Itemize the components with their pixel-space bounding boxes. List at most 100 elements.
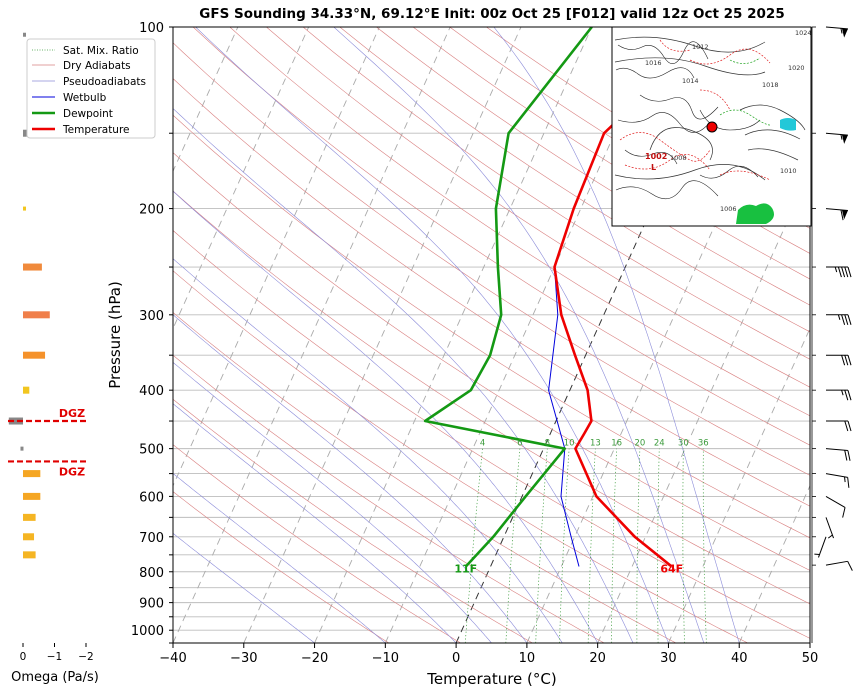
inset-map-low-value: 1002 — [645, 152, 667, 161]
dry-adiabat-line — [173, 398, 533, 643]
axes: −40 −30 −20 −10 0 10 20 30 40 5010020030040050060… — [131, 21, 818, 666]
mixing-ratio-label: 6 — [517, 439, 522, 449]
mixing-ratio-line — [587, 448, 596, 643]
pseudoadiabat-line — [173, 473, 386, 643]
inset-map-temperature-contours — [619, 39, 771, 181]
legend: Sat. Mix. Ratio Dry Adiabats Pseudoadiab… — [26, 38, 156, 139]
zero-isotherm — [455, 27, 734, 643]
wind-barb-flag — [847, 314, 852, 325]
omega-bar — [20, 446, 24, 451]
wind-barb-flag — [837, 266, 842, 278]
omega-bar — [23, 129, 27, 137]
profile-lines — [423, 27, 717, 568]
dry-adiabat-line — [192, 27, 810, 446]
wind-barb-half-flag — [841, 390, 844, 396]
wind-barb — [826, 420, 852, 432]
wind-barb-half-flag — [827, 534, 833, 539]
inset-map-isobar-label: 1006 — [720, 205, 737, 213]
y-tick-label: 900 — [139, 597, 164, 612]
wind-barb — [826, 389, 852, 401]
omega-bar — [8, 417, 23, 425]
pseudoadiabat-line — [333, 27, 705, 643]
wind-barb-flag — [847, 355, 852, 366]
wind-barb-flag — [844, 420, 849, 432]
isotherm-gridline — [738, 484, 810, 643]
mixing-ratio-line — [611, 448, 617, 643]
x-tick-label: 0 — [452, 651, 460, 666]
legend-dewpoint-label: Dewpoint — [63, 108, 113, 120]
legend-mixing-ratio-label: Sat. Mix. Ratio — [63, 45, 139, 57]
wind-barb-staff — [818, 536, 827, 558]
isotherm-gridline — [314, 27, 593, 643]
x-tick-label: −20 — [301, 651, 328, 666]
omega-bar — [23, 513, 36, 521]
isotherm-gridline — [173, 27, 451, 643]
wind-barb-half-flag — [844, 476, 846, 483]
wind-barb-staff — [825, 132, 848, 136]
dry-adiabat-line — [173, 312, 677, 643]
omega-bar — [23, 311, 50, 319]
wind-barb-staff — [825, 473, 848, 478]
dry-adiabat-line — [173, 230, 810, 639]
x-tick-label: 20 — [589, 651, 606, 666]
inset-map-isobar-label: 1024 — [795, 29, 812, 37]
wind-barb-staff — [825, 26, 848, 30]
isotherm-gridline — [809, 641, 810, 643]
mixing-ratio-line — [559, 448, 570, 643]
x-tick-label: 40 — [731, 651, 748, 666]
wind-barb — [825, 132, 848, 144]
omega-bar — [23, 533, 35, 541]
omega-panel: DGZ DGZ 0 −1 −2 — [8, 32, 94, 663]
mixing-ratio-line — [535, 448, 548, 643]
inset-map-location-marker — [706, 121, 718, 133]
wind-barb-flag — [844, 314, 849, 325]
omega-bar — [23, 263, 42, 271]
inset-map-isobar-label: 1020 — [788, 64, 805, 72]
wind-barb — [825, 473, 850, 488]
wind-barb-flag — [847, 561, 853, 571]
inset-map-low-marker: L — [651, 163, 656, 172]
inset-map-isobar-label: 1018 — [762, 81, 779, 89]
legend-dry-adiabats-label: Dry Adiabats — [63, 60, 131, 72]
legend-pseudoadiabats-label: Pseudoadiabats — [63, 76, 146, 88]
pseudoadiabat-line — [173, 108, 634, 643]
wind-barb-half-flag — [834, 266, 838, 273]
wind-barb-flag — [844, 355, 849, 366]
wind-barb-flag — [844, 450, 848, 461]
wind-barb — [814, 536, 827, 558]
wind-barb-pennant — [841, 209, 848, 220]
mixing-ratio-label: 30 — [678, 439, 689, 449]
omega-bar — [23, 206, 26, 211]
x-tick-label: 50 — [802, 651, 819, 666]
dewpoint-profile — [423, 27, 593, 568]
omega-tick-label: −2 — [78, 651, 93, 663]
y-tick-label: 600 — [139, 490, 164, 505]
dry-adiabat-line — [173, 78, 810, 507]
wind-barb-half-flag — [814, 553, 820, 555]
wind-barbs — [812, 26, 853, 571]
x-tick-label: −10 — [372, 651, 399, 666]
mixing-ratio-line — [702, 448, 707, 643]
dry-adiabat-line — [173, 354, 605, 643]
wind-barb-staff — [825, 560, 848, 566]
mixing-ratio-label: 16 — [611, 439, 622, 449]
wind-barb-flag — [842, 507, 846, 518]
dry-adiabat-line — [173, 42, 810, 476]
omega-bar — [23, 470, 41, 478]
wind-barb-half-flag — [840, 28, 843, 34]
legend-box — [26, 38, 156, 139]
wind-barb — [826, 266, 852, 278]
omega-tick-label: −1 — [47, 651, 62, 663]
pseudoadiabat-line — [173, 403, 457, 643]
chart-title: GFS Sounding 34.33°N, 69.12°E Init: 00z … — [199, 6, 784, 22]
omega-tick-label: 0 — [20, 651, 27, 663]
y-tick-label: 400 — [139, 384, 164, 399]
wind-barb-flag — [841, 355, 846, 366]
inset-map-coastlines — [615, 41, 761, 200]
dry-adiabat-line — [173, 270, 748, 643]
wind-barb-flag — [847, 420, 852, 432]
wind-barb — [825, 448, 851, 461]
inset-map-isobar-label: 1010 — [780, 167, 797, 175]
temperature-profile — [553, 27, 717, 568]
pseudoadiabat-line — [493, 27, 740, 643]
